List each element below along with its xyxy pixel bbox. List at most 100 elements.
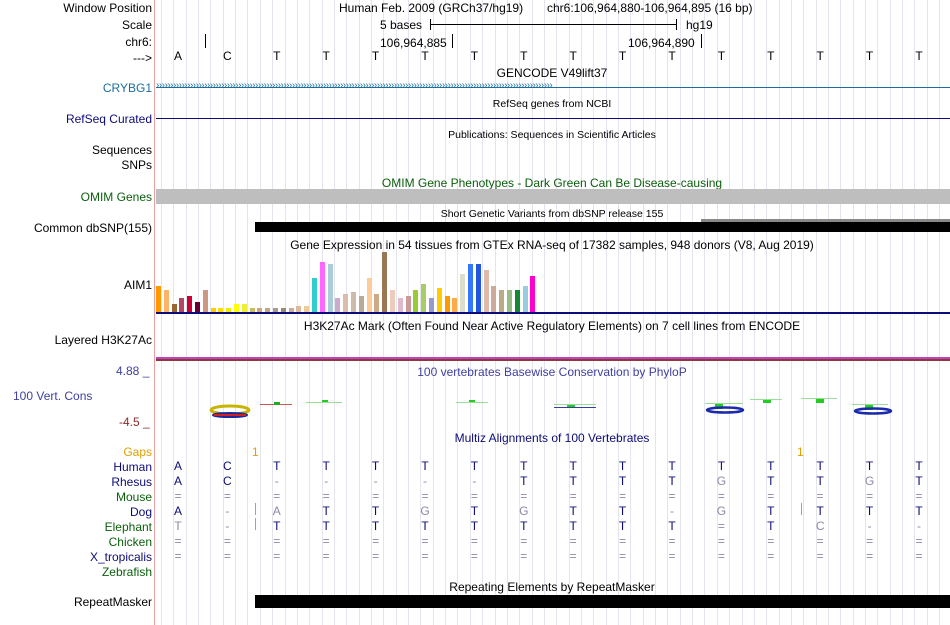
dbsnp-feature-bar[interactable] — [255, 222, 950, 232]
species-label[interactable]: Mouse — [115, 490, 152, 504]
gtex-tissue-bar[interactable] — [390, 290, 395, 312]
gtex-tissue-bar[interactable] — [499, 290, 505, 312]
gtex-tissue-bar[interactable] — [187, 296, 193, 312]
phylop-title[interactable]: 100 vertebrates Basewise Conservation by… — [417, 365, 687, 379]
species-label[interactable]: X_tropicalis — [89, 550, 152, 564]
gtex-tissue-bar[interactable] — [163, 290, 169, 312]
gtex-tissue-bar[interactable] — [226, 308, 232, 312]
species-label[interactable]: Human — [113, 460, 152, 474]
species-label[interactable]: Elephant — [104, 520, 152, 534]
gtex-tissue-bar[interactable] — [530, 276, 536, 312]
gtex-tissue-bar[interactable] — [335, 298, 341, 312]
gtex-tissue-bar[interactable] — [374, 294, 380, 312]
gtex-tissue-bar[interactable] — [351, 292, 356, 312]
h3k27ac-title[interactable]: H3K27Ac Mark (Often Found Near Active Re… — [303, 319, 801, 333]
gtex-tissue-bar[interactable] — [265, 308, 271, 312]
gtex-tissue-bar[interactable] — [312, 278, 317, 312]
gtex-tissue-bar[interactable] — [257, 308, 263, 312]
gtex-tissue-bar[interactable] — [452, 298, 458, 312]
gtex-tissue-bar[interactable] — [413, 290, 419, 312]
gtex-tissue-bar[interactable] — [522, 286, 528, 312]
snps-label[interactable]: SNPs — [121, 158, 152, 172]
omim-label[interactable]: OMIM Genes — [80, 190, 152, 204]
gtex-gene-label[interactable]: AIM1 — [123, 278, 152, 292]
alignment-base: G — [716, 474, 727, 488]
alignment-base: A — [173, 504, 182, 518]
repeatmasker-feature-bar[interactable] — [255, 595, 950, 608]
gtex-tissue-bar[interactable] — [460, 274, 466, 312]
h3k27ac-signal-line-2[interactable] — [156, 359, 950, 361]
gtex-tissue-bar[interactable] — [273, 308, 278, 312]
gtex-tissue-bar[interactable] — [483, 270, 489, 312]
assembly-text: Human Feb. 2009 (GRCh37/hg19) — [339, 1, 524, 15]
gtex-tissue-bar[interactable] — [171, 304, 177, 312]
alignment-base: = — [470, 489, 478, 503]
scale-bar — [430, 24, 676, 25]
h3k27ac-signal-line[interactable] — [156, 357, 950, 359]
repeatmasker-label[interactable]: RepeatMasker — [73, 595, 152, 609]
species-label[interactable]: Chicken — [108, 535, 152, 549]
gtex-tissue-bar[interactable] — [319, 262, 325, 312]
gtex-tissue-bar[interactable] — [491, 286, 497, 312]
species-label[interactable]: Rhesus — [111, 475, 152, 489]
gtex-tissue-bar[interactable] — [304, 306, 310, 312]
dbsnp-title[interactable]: Short Genetic Variants from dbSNP releas… — [440, 208, 664, 220]
species-label[interactable]: Dog — [129, 505, 152, 519]
gencode-gene-feature[interactable]: ››››››››››››››››››››››››››››››››››››››››… — [156, 82, 950, 94]
gtex-tissue-bar[interactable] — [358, 296, 364, 312]
alignment-base: = — [619, 549, 627, 563]
gtex-tissue-bar[interactable] — [288, 308, 294, 312]
gtex-tissue-bar[interactable] — [156, 286, 161, 312]
gencode-title[interactable]: GENCODE V49lift37 — [496, 66, 608, 80]
gtex-title[interactable]: Gene Expression in 54 tissues from GTEx … — [290, 238, 814, 252]
gaps-label[interactable]: Gaps — [123, 445, 152, 459]
gtex-tissue-bar[interactable] — [280, 308, 286, 312]
phylop-label[interactable]: 100 Vert. Cons — [13, 389, 93, 403]
alignment-base: T — [767, 459, 775, 473]
phylop-logo-plot[interactable] — [156, 380, 950, 425]
gtex-tissue-bar[interactable] — [179, 298, 185, 312]
gtex-tissue-bar[interactable] — [429, 298, 434, 312]
alignment-base: = — [915, 489, 923, 503]
gtex-tissue-bar[interactable] — [421, 284, 427, 312]
gtex-tissue-bar[interactable] — [507, 290, 512, 312]
gtex-tissue-bar[interactable] — [327, 264, 333, 312]
gtex-tissue-bar[interactable] — [366, 278, 372, 312]
gtex-tissue-bar[interactable] — [468, 264, 473, 312]
base-letter: A — [173, 49, 182, 63]
gtex-tissue-bar[interactable] — [210, 308, 216, 312]
gtex-tissue-bar[interactable] — [249, 308, 255, 312]
omim-feature-bar[interactable] — [156, 189, 950, 204]
omim-title[interactable]: OMIM Gene Phenotypes - Dark Green Can Be… — [381, 176, 723, 190]
gtex-tissue-bar[interactable] — [296, 306, 302, 312]
gtex-tissue-bar[interactable] — [475, 264, 481, 312]
repeatmasker-title[interactable]: Repeating Elements by RepeatMasker — [449, 580, 655, 594]
gtex-tissue-bar[interactable] — [436, 288, 442, 312]
h3k27ac-label[interactable]: Layered H3K27Ac — [54, 333, 152, 347]
gtex-tissue-bar[interactable] — [444, 296, 450, 312]
refseq-feature-line[interactable] — [156, 118, 950, 119]
publications-title[interactable]: Publications: Sequences in Scientific Ar… — [448, 129, 656, 141]
gtex-tissue-bar[interactable] — [234, 304, 239, 312]
gtex-tissue-bar[interactable] — [382, 252, 388, 312]
gtex-tissue-bar[interactable] — [405, 296, 411, 312]
refseq-title[interactable]: RefSeq genes from NCBI — [492, 98, 612, 110]
gtex-bar-chart[interactable] — [156, 252, 536, 312]
gtex-tissue-bar[interactable] — [241, 304, 247, 312]
dbsnp-label[interactable]: Common dbSNP(155) — [33, 221, 152, 235]
alignment-base: T — [322, 504, 330, 518]
gtex-tissue-bar[interactable] — [514, 290, 520, 312]
phylop-max-label: 4.88 _ — [116, 364, 150, 378]
gtex-tissue-bar[interactable] — [343, 294, 349, 312]
alignment-base: T — [421, 519, 429, 533]
species-label[interactable]: Zebrafish — [101, 565, 152, 579]
sequences-label[interactable]: Sequences — [91, 143, 152, 157]
gtex-tissue-bar[interactable] — [195, 302, 200, 312]
dbsnp-feature-bar-2[interactable] — [701, 219, 950, 222]
gtex-tissue-bar[interactable] — [202, 290, 208, 312]
gtex-tissue-bar[interactable] — [218, 308, 224, 312]
refseq-label[interactable]: RefSeq Curated — [65, 112, 152, 126]
gtex-tissue-bar[interactable] — [397, 298, 403, 312]
multiz-title[interactable]: Multiz Alignments of 100 Vertebrates — [454, 431, 650, 445]
gene-label-crybg1[interactable]: CRYBG1 — [102, 81, 152, 95]
